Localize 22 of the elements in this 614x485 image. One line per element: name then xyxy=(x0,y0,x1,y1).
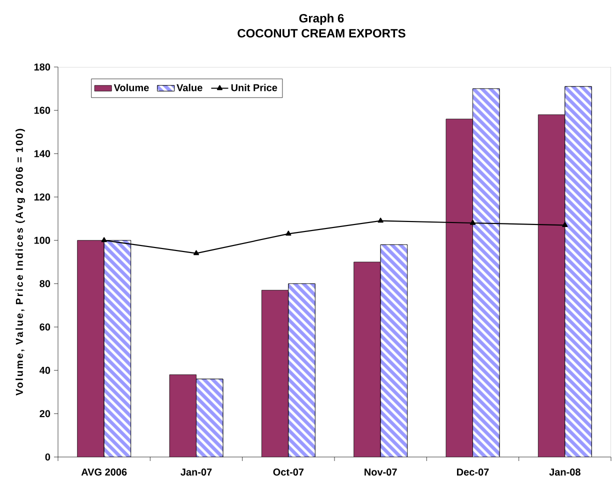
x-tick-label: Oct-07 xyxy=(273,468,304,476)
y-tick-label: 120 xyxy=(34,193,50,201)
x-tick-label: Jan-08 xyxy=(549,468,580,476)
y-tick-label: 0 xyxy=(45,453,50,461)
y-tick-label: 80 xyxy=(40,280,50,288)
x-tick-label: Nov-07 xyxy=(364,468,397,476)
y-tick-label: 140 xyxy=(34,150,50,158)
y-tick-label: 60 xyxy=(40,323,50,331)
y-tick-label: 20 xyxy=(40,410,50,418)
x-tick-label: Jan-07 xyxy=(180,468,212,476)
y-tick-label: 180 xyxy=(34,63,50,71)
legend-label: Volume xyxy=(114,84,149,92)
chart-title: Graph 6 xyxy=(299,14,344,25)
y-axis-title: Volume, Value, Price Indices (Avg 2006 = 100) xyxy=(16,128,25,396)
legend-label: Value xyxy=(176,84,202,92)
y-tick-label: 100 xyxy=(34,236,50,244)
x-tick-label: Dec-07 xyxy=(457,468,489,476)
y-tick-label: 160 xyxy=(34,106,50,114)
x-tick-label: AVG 2006 xyxy=(81,468,127,476)
chart-subtitle: COCONUT CREAM EXPORTS xyxy=(238,29,406,38)
y-tick-label: 40 xyxy=(40,366,50,374)
legend-label: Unit Price xyxy=(231,84,278,92)
